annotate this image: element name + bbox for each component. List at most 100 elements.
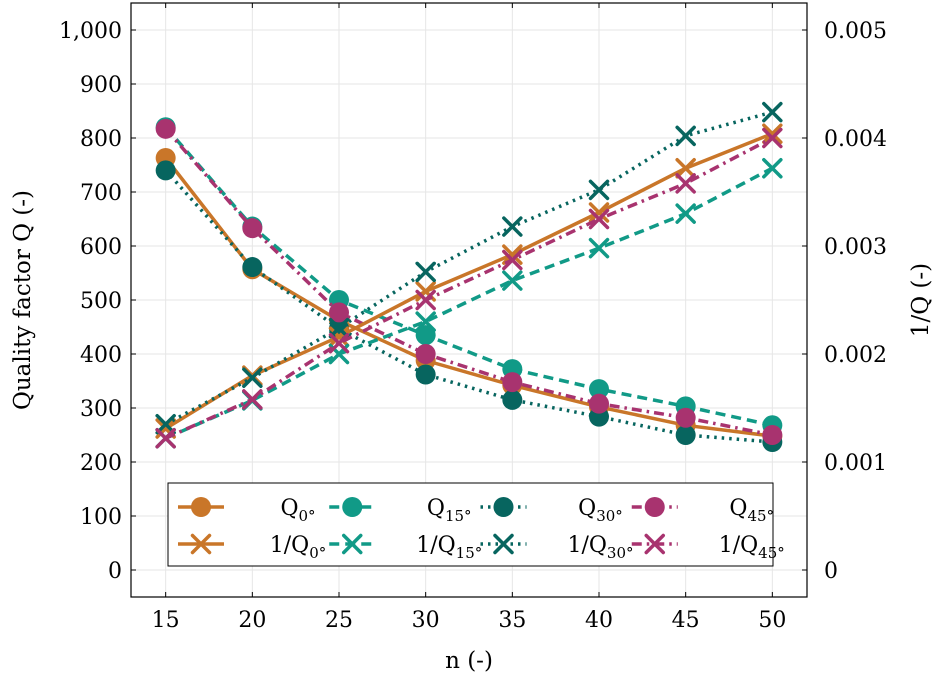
data-point: [589, 393, 609, 414]
data-point: [502, 244, 523, 265]
legend-item: Q0°: [178, 496, 316, 525]
legend-label: Q15°: [427, 496, 472, 525]
data-point: [502, 216, 523, 237]
legend-marker: [644, 497, 665, 517]
data-point: [502, 249, 523, 271]
y2-tick-label: 0.001: [824, 451, 887, 476]
series-line: [164, 136, 774, 440]
data-point: [155, 427, 176, 449]
y2-tick-label: 0.002: [824, 343, 887, 368]
data-point: [588, 237, 610, 259]
ticks: 15 20 25 30 35 40 45 50010020030040050060070080…: [59, 3, 887, 633]
data-point: [762, 127, 783, 149]
y2-axis-label: 1/Q (-): [908, 263, 934, 337]
y-tick-label: 200: [80, 451, 122, 476]
legend-marker: [493, 497, 514, 517]
series-line: [164, 126, 773, 428]
data-point: [415, 289, 436, 311]
y-tick-label: 100: [80, 505, 122, 530]
data-point: [589, 379, 609, 400]
data-point: [502, 389, 523, 410]
data-point: [502, 372, 523, 393]
x-tick-label: 25: [325, 608, 353, 633]
data-point: [328, 326, 350, 347]
series-line: [164, 110, 773, 426]
data-point: [242, 367, 263, 389]
x-axis-label: n (-): [445, 648, 493, 674]
legend-item: 1/Q0°: [178, 533, 326, 562]
data-point: [675, 125, 696, 147]
data-point: [762, 425, 783, 445]
y-tick-label: 1,000: [59, 19, 122, 44]
legend-marker: [190, 533, 212, 555]
data-point: [415, 311, 436, 332]
legend-marker: [342, 533, 363, 555]
data-point: [242, 389, 263, 410]
x-tick-label: 45: [672, 608, 700, 633]
y2-tick-label: 0: [824, 559, 838, 584]
data-point: [328, 317, 350, 339]
y-tick-label: 300: [80, 397, 122, 422]
series-3: [155, 118, 783, 445]
series-line: [164, 127, 773, 437]
data-point: [502, 270, 523, 291]
y2-tick-label: 0.004: [824, 127, 887, 152]
series-line: [164, 169, 773, 444]
y-tick-label: 600: [80, 235, 122, 260]
series-7: [155, 127, 783, 449]
data-point: [415, 364, 436, 385]
y-tick-label: 700: [80, 181, 122, 206]
data-point: [155, 413, 176, 435]
data-point: [155, 118, 176, 139]
x-tick-label: 15: [152, 608, 180, 633]
data-point: [415, 344, 436, 364]
legend-label: 1/Q15°: [416, 533, 482, 562]
data-point: [588, 179, 610, 201]
x-tick-label: 50: [758, 608, 786, 633]
y-tick-label: 900: [80, 73, 122, 98]
legend-marker: [342, 497, 363, 517]
data-point: [415, 261, 436, 283]
legend-item: Q30°: [480, 496, 623, 525]
legend-item: 1/Q45°: [631, 533, 785, 562]
legend-item: Q15°: [329, 496, 472, 525]
series-6: [155, 101, 783, 435]
data-point: [588, 202, 610, 223]
data-point: [675, 173, 696, 194]
x-tick-label: 20: [238, 608, 266, 633]
data-point: [242, 218, 263, 239]
legend-label: 1/Q45°: [719, 533, 785, 562]
legend-item: 1/Q15°: [329, 533, 482, 562]
legend-marker: [644, 533, 665, 555]
data-point: [242, 257, 263, 278]
legend-label: Q0°: [280, 496, 315, 525]
legend-box: [167, 482, 774, 567]
data-point: [762, 123, 783, 144]
data-point: [329, 302, 349, 323]
y2-tick-label: 0.003: [824, 235, 887, 260]
legend-label: 1/Q0°: [270, 533, 327, 562]
data-point: [415, 325, 436, 346]
legend-item: 1/Q30°: [480, 533, 634, 562]
legend-marker: [493, 533, 514, 555]
x-tick-label: 40: [585, 608, 613, 633]
legend-item: Q45°: [631, 496, 774, 525]
data-point: [588, 208, 610, 230]
legend-label: 1/Q30°: [567, 533, 633, 562]
legend-label: Q45°: [729, 496, 774, 525]
data-point: [675, 425, 696, 445]
legend: Q0° Q15° Q30° Q45° 1/Q0° 1/Q15° 1/Q30° 1/Q45°: [167, 482, 785, 567]
y-axis-label: Quality factor Q (-): [10, 190, 36, 410]
y-tick-label: 500: [80, 289, 122, 314]
y-tick-label: 0: [108, 559, 122, 584]
series-line: [164, 156, 773, 438]
legend-marker: [191, 497, 211, 517]
series-layer: [155, 101, 783, 453]
y-tick-label: 400: [80, 343, 122, 368]
series-line: [164, 166, 774, 440]
data-point: [155, 160, 176, 181]
data-point: [675, 157, 696, 179]
y-tick-label: 800: [80, 127, 122, 152]
y2-tick-label: 0.005: [824, 19, 887, 44]
